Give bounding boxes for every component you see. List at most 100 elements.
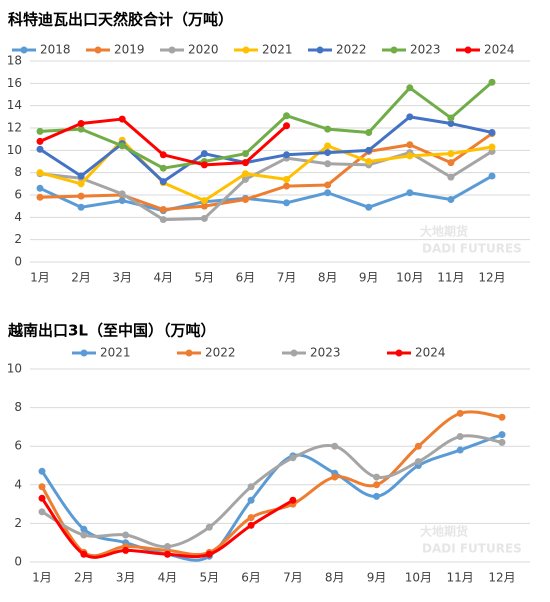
data-point — [163, 550, 171, 558]
y-tick-label: 8 — [14, 400, 22, 414]
x-tick-label: 9月 — [367, 571, 387, 585]
data-point — [36, 145, 44, 153]
data-point — [36, 184, 44, 192]
data-point — [200, 214, 208, 222]
legend-label: 2021 — [262, 43, 293, 57]
data-point — [38, 508, 46, 516]
data-point — [159, 151, 167, 159]
data-point — [324, 125, 332, 133]
data-point — [488, 78, 496, 86]
data-point — [163, 543, 171, 551]
data-point — [447, 159, 455, 167]
data-point — [289, 454, 297, 462]
legend-marker — [80, 349, 88, 357]
x-tick-label: 3月 — [112, 271, 132, 285]
data-point — [324, 189, 332, 197]
data-point — [80, 525, 88, 533]
data-point — [77, 120, 85, 128]
y-tick-label: 16 — [7, 76, 22, 90]
x-tick-label: 4月 — [153, 271, 173, 285]
data-point — [77, 192, 85, 200]
data-point — [247, 496, 255, 504]
data-point — [38, 494, 46, 502]
legend-label: 2022 — [336, 43, 367, 57]
x-tick-label: 7月 — [283, 571, 303, 585]
watermark: DADI FUTURES — [422, 542, 522, 556]
data-point — [283, 151, 291, 159]
x-tick-label: 3月 — [116, 571, 136, 585]
data-point — [36, 127, 44, 135]
legend-marker — [464, 46, 472, 54]
legend-label: 2018 — [40, 43, 71, 57]
data-point — [159, 178, 167, 186]
x-tick-label: 11月 — [447, 571, 474, 585]
data-point — [447, 150, 455, 158]
data-point — [77, 172, 85, 180]
data-point — [118, 115, 126, 123]
data-point — [324, 181, 332, 189]
x-tick-label: 8月 — [318, 271, 338, 285]
x-tick-label: 7月 — [277, 271, 297, 285]
y-tick-label: 10 — [7, 143, 22, 157]
legend-label: 2021 — [100, 346, 131, 360]
data-point — [414, 458, 422, 466]
data-point — [118, 190, 126, 198]
legend-marker — [290, 349, 298, 357]
data-point — [118, 197, 126, 205]
y-tick-label: 4 — [14, 210, 22, 224]
data-point — [365, 158, 373, 165]
data-point — [498, 438, 506, 446]
y-tick-label: 6 — [14, 439, 22, 453]
data-point — [456, 433, 464, 441]
data-point — [247, 483, 255, 491]
data-point — [283, 112, 291, 120]
x-tick-label: 10月 — [405, 571, 432, 585]
data-point — [324, 160, 332, 168]
data-point — [406, 152, 414, 160]
data-point — [241, 195, 249, 203]
data-point — [80, 531, 88, 539]
x-tick-label: 6月 — [241, 571, 261, 585]
data-point — [77, 180, 85, 188]
data-point — [447, 173, 455, 181]
legend-marker — [242, 46, 250, 54]
legend-marker — [20, 46, 28, 54]
series-line — [41, 434, 503, 549]
data-point — [77, 125, 85, 133]
legend-marker — [185, 349, 193, 357]
data-point — [488, 128, 496, 136]
chart-title: 科特迪瓦出口天然胶合计（万吨） — [8, 11, 233, 29]
data-point — [247, 514, 255, 522]
x-tick-label: 12月 — [488, 571, 515, 585]
data-point — [447, 195, 455, 203]
data-point — [406, 189, 414, 197]
data-point — [498, 413, 506, 421]
data-point — [241, 175, 249, 183]
data-point — [80, 550, 88, 558]
data-point — [200, 150, 208, 158]
y-tick-label: 12 — [7, 121, 22, 135]
data-point — [373, 492, 381, 500]
y-tick-label: 2 — [14, 232, 22, 246]
data-point — [36, 169, 44, 177]
watermark: 大地期货 — [420, 524, 468, 539]
data-point — [373, 481, 381, 489]
data-point — [331, 442, 339, 450]
x-tick-label: 4月 — [158, 571, 178, 585]
data-point — [38, 467, 46, 475]
data-point — [200, 161, 208, 169]
x-tick-label: 11月 — [437, 271, 464, 285]
x-tick-label: 2月 — [71, 271, 91, 285]
series-line — [39, 132, 493, 212]
y-tick-label: 4 — [14, 477, 22, 491]
x-tick-label: 9月 — [359, 271, 379, 285]
data-point — [241, 150, 249, 158]
legend-marker — [395, 349, 403, 357]
legend-label: 2024 — [484, 43, 515, 57]
data-point — [365, 146, 373, 154]
legend-label: 2023 — [410, 43, 441, 57]
series-line — [39, 150, 493, 222]
data-point — [159, 206, 167, 214]
legend-label: 2023 — [310, 346, 341, 360]
